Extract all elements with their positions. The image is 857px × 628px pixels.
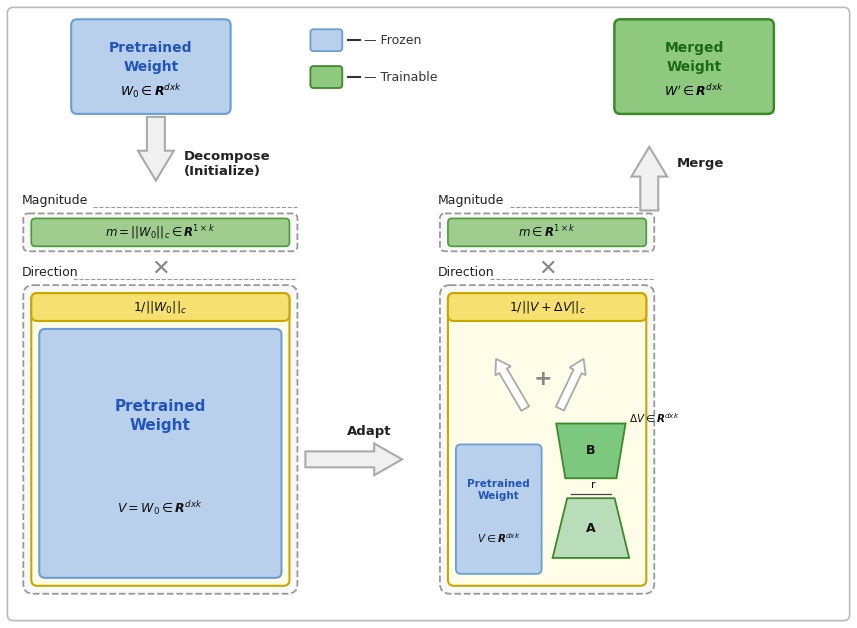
Text: A: A: [586, 521, 596, 534]
FancyBboxPatch shape: [23, 285, 297, 593]
Text: $W' \in \boldsymbol{R}^{dxk}$: $W' \in \boldsymbol{R}^{dxk}$: [664, 83, 724, 99]
FancyArrow shape: [632, 147, 668, 210]
FancyArrow shape: [138, 117, 174, 181]
FancyArrow shape: [556, 359, 585, 411]
FancyBboxPatch shape: [448, 219, 646, 246]
Text: ✕: ✕: [151, 258, 170, 278]
FancyBboxPatch shape: [448, 293, 646, 586]
Text: Pretrained
Weight: Pretrained Weight: [115, 399, 206, 433]
Text: Pretrained
Weight: Pretrained Weight: [467, 479, 530, 501]
Text: ✕: ✕: [538, 258, 556, 278]
FancyBboxPatch shape: [23, 214, 297, 251]
FancyBboxPatch shape: [456, 445, 542, 574]
Text: $W_0 \in \boldsymbol{R}^{dxk}$: $W_0 \in \boldsymbol{R}^{dxk}$: [120, 82, 182, 100]
Text: Pretrained
Weight: Pretrained Weight: [109, 41, 193, 73]
Text: — Trainable: — Trainable: [364, 70, 438, 84]
FancyBboxPatch shape: [614, 19, 774, 114]
Text: $\Delta V \in \boldsymbol{R}^{dxk}$: $\Delta V \in \boldsymbol{R}^{dxk}$: [628, 411, 680, 425]
Text: Direction: Direction: [21, 266, 78, 279]
Text: $1/||V + \Delta V||_c$: $1/||V + \Delta V||_c$: [509, 299, 585, 315]
Text: Magnitude: Magnitude: [438, 195, 504, 207]
Text: $V = W_0 \in \boldsymbol{R}^{dxk}$: $V = W_0 \in \boldsymbol{R}^{dxk}$: [117, 499, 203, 517]
Text: Decompose
(Initialize): Decompose (Initialize): [183, 149, 271, 178]
FancyBboxPatch shape: [32, 293, 290, 321]
FancyBboxPatch shape: [448, 293, 646, 321]
FancyBboxPatch shape: [310, 30, 342, 51]
FancyArrow shape: [305, 443, 402, 475]
Text: $1/||W_0||_c$: $1/||W_0||_c$: [134, 299, 188, 315]
Text: $m \in \boldsymbol{R}^{1\times k}$: $m \in \boldsymbol{R}^{1\times k}$: [518, 224, 576, 241]
Polygon shape: [553, 498, 629, 558]
Text: $m = ||W_0||_c \in \boldsymbol{R}^{1\times k}$: $m = ||W_0||_c \in \boldsymbol{R}^{1\tim…: [105, 224, 215, 241]
FancyBboxPatch shape: [440, 285, 654, 593]
Text: $V \in \boldsymbol{R}^{dxk}$: $V \in \boldsymbol{R}^{dxk}$: [477, 531, 520, 544]
FancyBboxPatch shape: [32, 219, 290, 246]
FancyBboxPatch shape: [39, 329, 281, 578]
Text: Merged
Weight: Merged Weight: [664, 41, 724, 73]
Polygon shape: [556, 423, 626, 479]
Text: Direction: Direction: [438, 266, 494, 279]
Text: +: +: [533, 369, 552, 389]
Text: B: B: [586, 445, 596, 457]
Text: r: r: [590, 480, 596, 490]
FancyBboxPatch shape: [440, 214, 654, 251]
FancyBboxPatch shape: [32, 293, 290, 586]
FancyArrow shape: [495, 359, 529, 411]
FancyBboxPatch shape: [71, 19, 231, 114]
Text: Magnitude: Magnitude: [21, 195, 87, 207]
Text: — Frozen: — Frozen: [364, 34, 422, 46]
Text: Adapt: Adapt: [346, 425, 391, 438]
FancyBboxPatch shape: [310, 66, 342, 88]
FancyBboxPatch shape: [8, 8, 849, 620]
Text: Merge: Merge: [677, 157, 724, 170]
